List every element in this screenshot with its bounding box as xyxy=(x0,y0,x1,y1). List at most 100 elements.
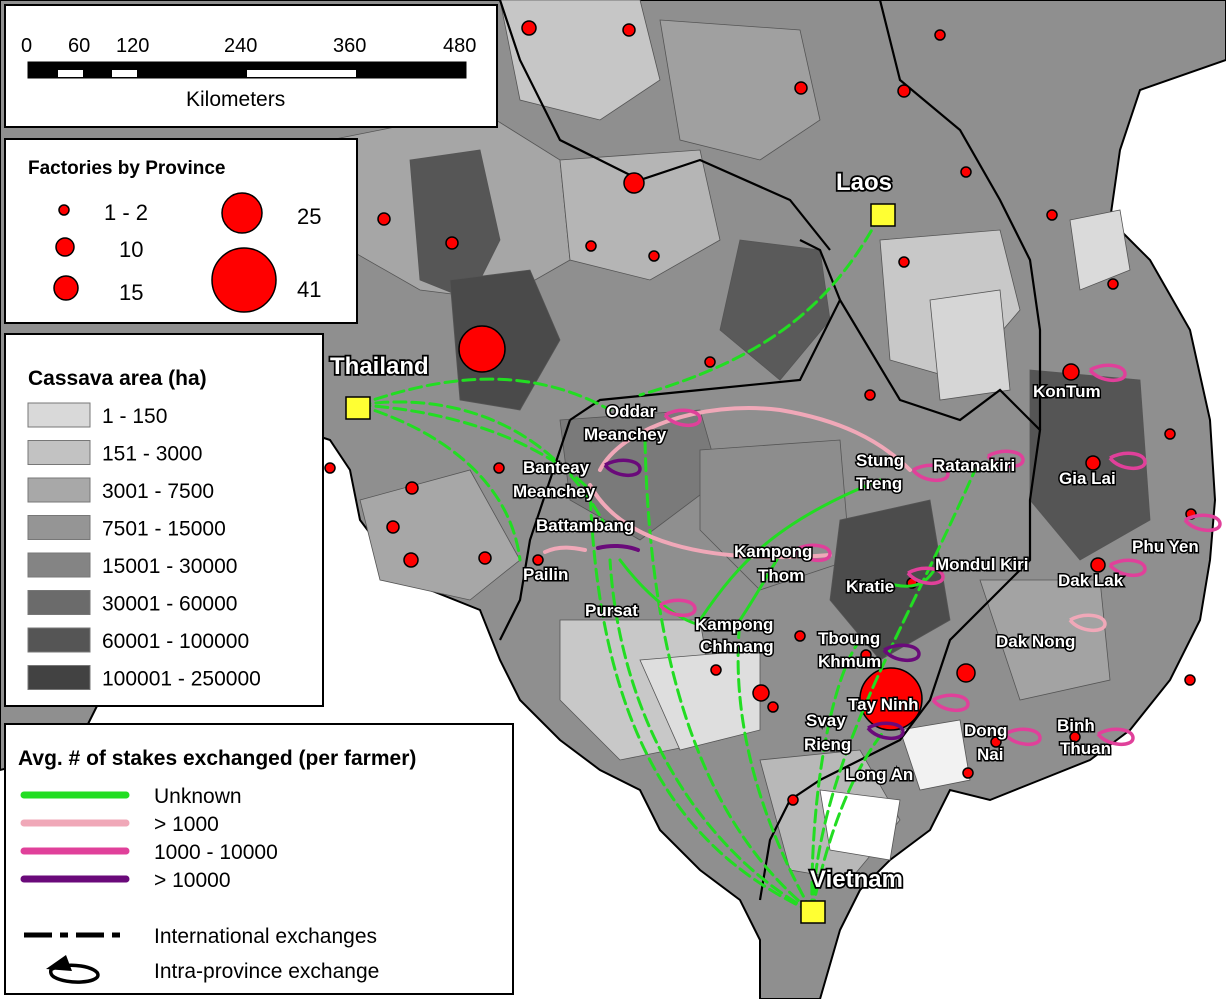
region-central-vietnam xyxy=(1069,209,1131,291)
place-label: Svay xyxy=(806,711,846,730)
factory-marker xyxy=(1164,428,1176,440)
factory-marker xyxy=(794,630,806,642)
factory-marker xyxy=(493,462,505,474)
exchange-path-international xyxy=(356,400,612,537)
place-label: Meanchey xyxy=(513,482,596,501)
cassava-class-swatch xyxy=(27,665,91,690)
factory-size-label: 15 xyxy=(119,280,143,305)
region-kampong-thom xyxy=(699,439,851,591)
place-label: Oddar xyxy=(606,402,656,421)
scale-tick-label: 120 xyxy=(116,35,149,57)
factory-marker xyxy=(445,236,459,250)
region-thailand-ubon xyxy=(719,239,831,381)
factory-size-label: 25 xyxy=(297,204,321,229)
place-label: Phu Yen xyxy=(1132,537,1199,556)
intra-loop-purple xyxy=(866,721,905,740)
cassava-class-label: 15001 - 30000 xyxy=(102,555,237,578)
cassava-class-swatch xyxy=(27,515,91,540)
intra-loop-pink xyxy=(793,543,832,562)
intra-loop-pink xyxy=(1003,727,1042,746)
international-exchange-label: International exchanges xyxy=(154,925,377,948)
factory-marker xyxy=(386,520,400,534)
factory-marker xyxy=(934,29,946,41)
place-label: Tboung xyxy=(818,629,880,648)
place-label: Dak Nong xyxy=(996,632,1075,651)
factory-marker xyxy=(956,663,976,683)
place-label: Pailin xyxy=(523,565,568,584)
exchange-path-international xyxy=(608,558,814,914)
exchange-paths xyxy=(356,213,977,914)
factory-marker xyxy=(458,325,506,373)
exchange-path-international xyxy=(356,403,522,562)
cassava-class-swatch xyxy=(27,440,91,465)
factory-marker xyxy=(403,552,419,568)
intra-exchange-arrowhead xyxy=(46,955,72,971)
exchange-path-domestic xyxy=(618,558,702,627)
place-label: Dak Lak xyxy=(1058,571,1124,590)
intra-loop-purple xyxy=(882,643,921,662)
scale-bar: 0 60 120 240 360 480 Kilometers xyxy=(21,35,476,111)
factory-marker xyxy=(532,554,544,566)
factory-marker xyxy=(405,481,419,495)
exchange-path-light-pink xyxy=(543,545,587,554)
place-label: Chhnang xyxy=(700,637,774,656)
cassava-class-label: 151 - 3000 xyxy=(102,443,202,466)
place-label: Khmum xyxy=(818,652,881,671)
scale-bar-panel: 0 60 120 240 360 480 Kilometers xyxy=(4,4,498,128)
region-kampong-speu xyxy=(639,649,761,751)
region-tay-ninh-area xyxy=(899,719,971,791)
country-label-laos: Laos xyxy=(836,169,892,196)
place-label: Meanchey xyxy=(584,425,667,444)
thailand-marker xyxy=(345,396,371,420)
scale-tick-label: 0 xyxy=(21,35,32,57)
intra-loop-pink xyxy=(911,463,950,482)
factory-size-label: 10 xyxy=(119,237,143,262)
intra-loop-pink xyxy=(906,566,945,585)
intra-loop-pink xyxy=(1108,451,1147,470)
factory-marker xyxy=(1085,455,1101,471)
factory-marker xyxy=(377,212,391,226)
scale-tick-label: 60 xyxy=(68,35,90,57)
country-label-vietnam: Vietnam xyxy=(810,866,903,893)
factory-marker xyxy=(897,84,911,98)
exchange-path-international xyxy=(810,638,862,914)
exchange-path-international xyxy=(588,488,814,914)
cassava-class-label: 1 - 150 xyxy=(102,405,167,428)
factory-marker xyxy=(960,166,972,178)
region-laos-central xyxy=(659,19,821,161)
intra-loop-pink xyxy=(1108,558,1147,577)
factory-marker xyxy=(1184,674,1196,686)
factory-marker xyxy=(787,794,799,806)
factory-marker xyxy=(860,649,872,661)
place-label: Nai xyxy=(977,745,1003,764)
stakes-class-label: > 10000 xyxy=(154,869,231,892)
exchange-path-international xyxy=(638,213,882,397)
exchange-path-international xyxy=(356,403,592,492)
place-label: KonTum xyxy=(1033,382,1101,401)
scale-bar-segment xyxy=(58,70,83,77)
factory-marker xyxy=(990,736,1002,748)
cassava-class-label: 100001 - 250000 xyxy=(102,668,261,691)
exchange-path-light-pink xyxy=(598,406,912,472)
intra-loop-pink xyxy=(1183,513,1222,532)
factory-marker xyxy=(622,23,636,37)
factory-size-label: 1 - 2 xyxy=(104,200,148,225)
factory-marker xyxy=(704,356,716,368)
scale-bar-segment xyxy=(112,70,137,77)
stakes-class-label: Unknown xyxy=(154,785,242,808)
intra-province-loops xyxy=(603,363,1222,746)
factories-legend-graphic: Factories by Province 1 - 2 10 15 25 41 xyxy=(28,158,321,313)
factory-marker xyxy=(478,551,492,565)
country-label-thailand: Thailand xyxy=(330,353,429,380)
exchange-path-purple xyxy=(596,543,640,552)
place-label: Stung xyxy=(856,451,904,470)
factory-marker xyxy=(794,81,808,95)
factory-marker xyxy=(962,767,974,779)
region-laos-southwest xyxy=(929,289,1011,401)
scale-tick-label: 480 xyxy=(443,35,476,57)
cassava-class-label: 7501 - 15000 xyxy=(102,518,226,541)
country-markers xyxy=(345,203,896,924)
factory-marker xyxy=(1107,278,1119,290)
exchange-path-international xyxy=(810,728,887,914)
